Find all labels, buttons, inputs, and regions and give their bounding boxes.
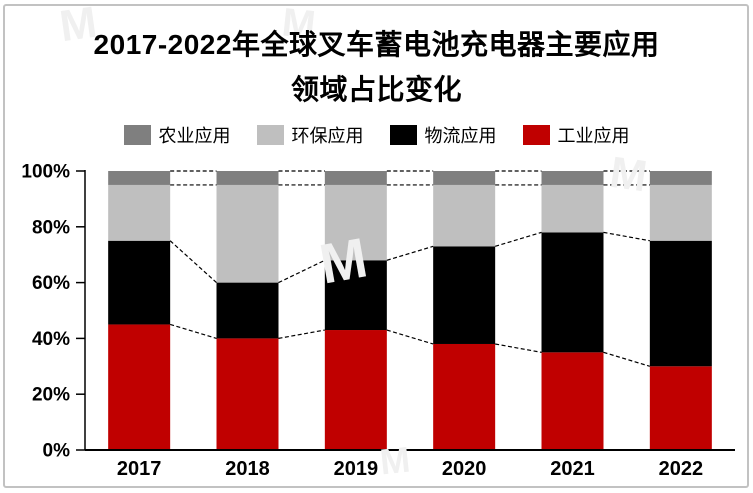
connector-line-logistics xyxy=(494,231,542,247)
connector-line-industrial xyxy=(278,329,325,339)
bar-2019-industrial xyxy=(324,330,387,450)
bar-2019-agriculture xyxy=(324,171,387,185)
industrial-swatch-icon xyxy=(522,125,550,145)
x-axis-label-2018: 2018 xyxy=(225,458,270,480)
y-axis-label: 80% xyxy=(32,217,70,238)
legend: 农业应用 环保应用 物流应用 工业应用 xyxy=(0,122,753,148)
bar-2020-logistics xyxy=(433,246,496,344)
x-axis-label-2019: 2019 xyxy=(334,458,379,480)
bar-2021-environmental xyxy=(541,184,604,233)
bar-2022-environmental xyxy=(649,184,712,241)
connector-line-industrial xyxy=(386,329,434,345)
bar-2020-agriculture xyxy=(433,171,496,185)
connector-line-logistics xyxy=(278,259,326,284)
connector-line-logistics xyxy=(169,240,217,284)
bar-2021-logistics xyxy=(541,232,604,353)
legend-label-environmental: 环保应用 xyxy=(291,126,364,146)
bar-2018-logistics xyxy=(216,282,279,339)
connector-line-industrial xyxy=(603,351,651,367)
connector-line-logistics xyxy=(603,231,650,242)
bar-2022-logistics xyxy=(649,240,712,367)
bar-2018-industrial xyxy=(216,338,279,450)
bar-2018-environmental xyxy=(216,184,279,283)
y-axis-label: 0% xyxy=(43,441,71,462)
connector-line-industrial xyxy=(495,343,542,353)
x-axis-label-2021: 2021 xyxy=(550,458,595,480)
y-axis-label: 40% xyxy=(32,329,70,350)
legend-label-logistics: 物流应用 xyxy=(424,126,497,146)
bar-2018-agriculture xyxy=(216,171,279,185)
bar-2020-industrial xyxy=(433,343,496,450)
agriculture-swatch-icon xyxy=(123,125,151,145)
y-axis-label: 60% xyxy=(32,273,70,294)
bar-2017-logistics xyxy=(108,240,171,325)
x-axis-label-2020: 2020 xyxy=(442,458,487,480)
legend-label-agriculture: 农业应用 xyxy=(158,126,231,146)
bar-2019-environmental xyxy=(324,184,387,261)
bar-2017-industrial xyxy=(108,324,171,450)
chart-title-line1: 2017-2022年全球叉车蓄电池充电器主要应用 xyxy=(93,29,660,60)
bar-2017-agriculture xyxy=(108,171,171,185)
legend-item-logistics: 物流应用 xyxy=(389,122,497,148)
legend-label-industrial: 工业应用 xyxy=(557,126,630,146)
legend-item-industrial: 工业应用 xyxy=(522,122,630,148)
y-axis-label: 100% xyxy=(21,162,70,183)
chart-title-line2: 领域占比变化 xyxy=(290,74,462,105)
logistics-swatch-icon xyxy=(389,125,417,145)
x-axis-label-2017: 2017 xyxy=(117,458,162,480)
x-axis-label-2022: 2022 xyxy=(659,458,704,480)
connector-line-industrial xyxy=(169,323,217,339)
bar-2017-environmental xyxy=(108,184,171,241)
bar-2021-industrial xyxy=(541,352,604,450)
legend-item-agriculture: 农业应用 xyxy=(123,122,231,148)
bar-2019-logistics xyxy=(324,260,387,331)
legend-item-environmental: 环保应用 xyxy=(256,122,364,148)
connector-line-logistics xyxy=(386,245,434,261)
bar-2020-environmental xyxy=(433,184,496,247)
bar-2022-industrial xyxy=(649,366,712,450)
bar-2022-agriculture xyxy=(649,171,712,185)
y-axis-label: 20% xyxy=(32,385,70,406)
bar-2021-agriculture xyxy=(541,171,604,185)
environmental-swatch-icon xyxy=(256,125,284,145)
chart-title: 2017-2022年全球叉车蓄电池充电器主要应用 领域占比变化 xyxy=(0,22,753,112)
